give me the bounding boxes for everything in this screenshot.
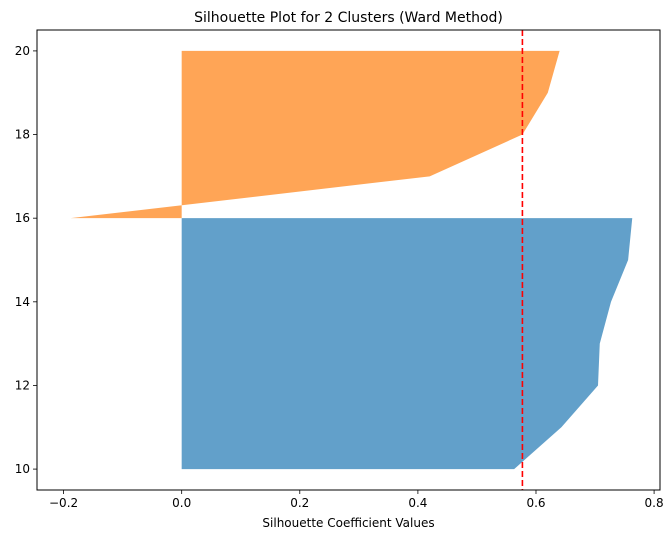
cluster-1-silhouette-area xyxy=(70,50,560,219)
cluster-0-silhouette-area xyxy=(181,218,633,470)
series-layer xyxy=(70,50,633,470)
x-tick-label: 0.6 xyxy=(526,496,545,510)
y-tick-label: 16 xyxy=(15,211,30,225)
chart-title: Silhouette Plot for 2 Clusters (Ward Met… xyxy=(194,10,503,26)
x-tick-label: 0.0 xyxy=(172,496,191,510)
x-axis-label: Silhouette Coefficient Values xyxy=(262,516,434,530)
y-tick-label: 10 xyxy=(15,462,30,476)
y-tick-label: 18 xyxy=(15,128,30,142)
y-tick-label: 20 xyxy=(15,44,30,58)
y-tick-label: 12 xyxy=(15,378,30,392)
x-tick-label: 0.2 xyxy=(290,496,309,510)
plot-frame xyxy=(36,29,661,491)
x-tick-label: 0.8 xyxy=(645,496,664,510)
y-tick-label: 14 xyxy=(15,295,30,309)
x-tick-label: −0.2 xyxy=(49,496,78,510)
x-tick-label: 0.4 xyxy=(408,496,427,510)
y-axis-ticks: 10 12 14 16 18 20 xyxy=(15,44,37,476)
x-axis-ticks: −0.2 0.0 0.2 0.4 0.6 0.8 xyxy=(49,490,664,510)
